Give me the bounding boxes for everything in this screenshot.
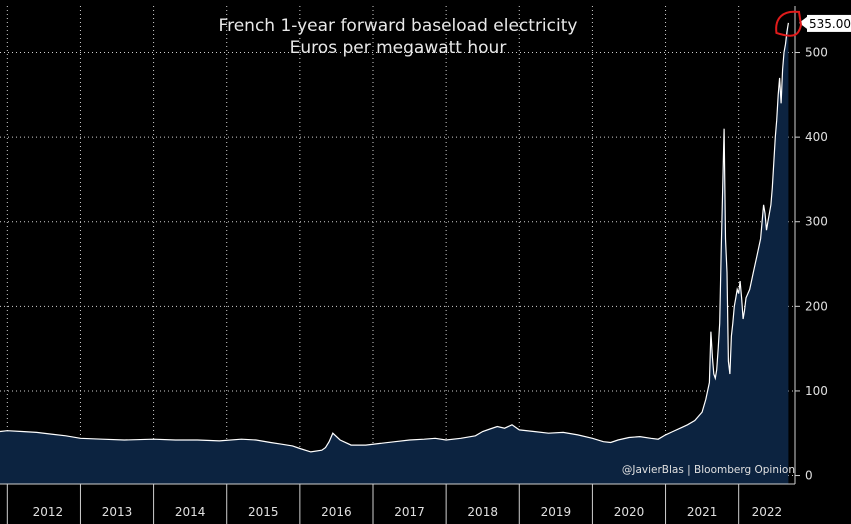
price-area <box>0 22 789 485</box>
x-tick-label: 2019 <box>541 505 572 519</box>
y-tick-label: 300 <box>805 215 828 229</box>
y-tick-label: 100 <box>805 384 828 398</box>
last-value-label: 535.00 <box>809 17 851 31</box>
x-tick-label: 2014 <box>175 505 206 519</box>
chart-subtitle: Euros per megawatt hour <box>290 38 507 58</box>
x-axis: 2012 2013 2014 2015 2016 2017 2018 2019 2020 2021… <box>0 483 795 524</box>
x-tick-label: 2018 <box>467 505 498 519</box>
x-tick-label: 2015 <box>248 505 279 519</box>
y-axis: 0 100 200 300 400 500 <box>794 6 828 484</box>
credit-text: @JavierBlas | Bloomberg Opinion <box>622 464 795 476</box>
last-value-highlight: 535.00 <box>775 10 851 37</box>
highlight-circle <box>775 10 803 37</box>
y-tick-label: 200 <box>805 299 828 313</box>
grid-lines <box>0 6 795 484</box>
x-tick-label: 2012 <box>33 505 64 519</box>
x-tick-label: 2017 <box>394 505 425 519</box>
y-tick-label: 500 <box>805 46 828 60</box>
last-value-pointer <box>799 16 807 29</box>
x-tick-label: 2020 <box>614 505 645 519</box>
x-tick-label: 2021 <box>687 505 718 519</box>
price-line <box>0 22 789 453</box>
x-tick-label: 2013 <box>102 505 133 519</box>
y-tick-label: 400 <box>805 130 828 144</box>
chart-title: French 1-year forward baseload electrici… <box>219 16 578 36</box>
last-value-box <box>807 14 851 32</box>
x-tick-label: 2022 <box>752 505 783 519</box>
x-tick-label: 2016 <box>321 505 352 519</box>
y-tick-label: 0 <box>805 469 813 483</box>
